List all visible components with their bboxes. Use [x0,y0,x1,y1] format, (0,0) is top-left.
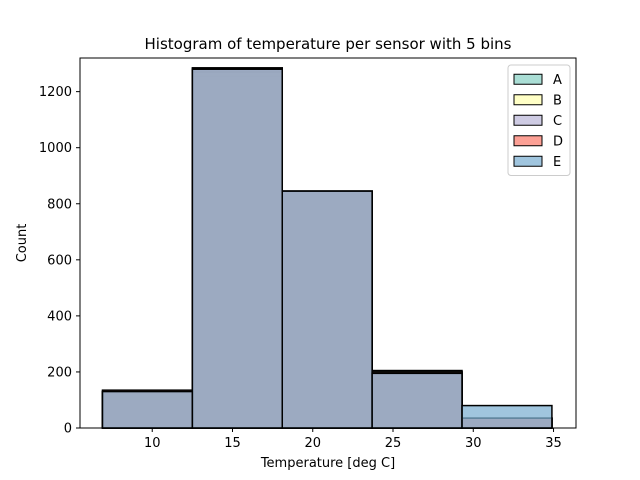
bar-E-bin-4 [372,373,462,428]
legend-swatch-A [514,74,542,84]
bar-E-bin-5 [462,406,552,428]
legend-label-E: E [553,155,561,170]
x-tick-label: 35 [545,436,562,451]
x-axis-ticks: 10 15 20 25 30 35 [144,428,562,451]
x-tick-label: 25 [385,436,402,451]
legend-swatch-B [514,95,542,105]
y-tick-label: 1000 [39,141,72,156]
legend-swatch-C [514,115,542,125]
bar-E-bin-1 [102,392,192,428]
chart-title: Histogram of temperature per sensor with… [145,35,512,53]
x-tick-label: 10 [144,436,161,451]
y-tick-label: 800 [47,197,72,212]
bar-E-bin-2 [192,69,282,428]
x-tick-label: 30 [465,436,482,451]
x-tick-label: 20 [304,436,321,451]
y-tick-label: 400 [47,309,72,324]
legend-swatch-D [514,136,542,146]
bar-E-bin-3 [282,191,372,428]
y-tick-label: 200 [47,365,72,380]
y-tick-label: 600 [47,253,72,268]
x-axis-title: Temperature [deg C] [260,456,395,471]
legend-label-B: B [553,93,562,108]
legend-swatch-E [514,156,542,166]
y-axis-ticks: 0 200 400 600 800 1000 1200 [39,85,80,436]
bars-layer [102,68,551,428]
legend-label-A: A [553,73,562,88]
y-tick-label: 0 [64,422,72,437]
y-axis-title: Count [15,224,30,263]
legend-label-C: C [553,114,562,129]
y-tick-label: 1200 [39,85,72,100]
legend-label-D: D [553,134,563,149]
x-tick-label: 15 [224,436,241,451]
